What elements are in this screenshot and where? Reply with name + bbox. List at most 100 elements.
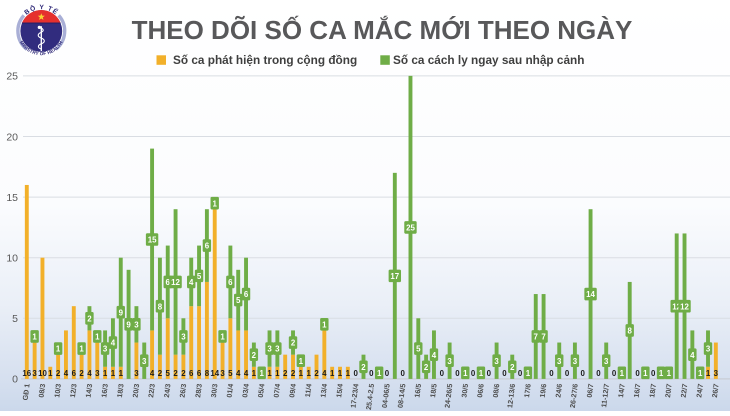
svg-text:0: 0: [385, 369, 390, 378]
svg-text:1: 1: [526, 369, 531, 378]
svg-text:5: 5: [228, 369, 233, 378]
svg-text:3: 3: [573, 357, 578, 366]
svg-text:8: 8: [628, 327, 633, 336]
svg-text:22/3: 22/3: [146, 383, 157, 398]
svg-text:2: 2: [173, 369, 178, 378]
svg-text:04-06/5: 04-06/5: [380, 383, 392, 408]
svg-text:20/7: 20/7: [663, 383, 674, 398]
svg-text:4: 4: [322, 369, 327, 378]
svg-text:1: 1: [667, 369, 672, 378]
svg-text:4: 4: [189, 278, 194, 287]
svg-text:1: 1: [260, 369, 265, 378]
svg-text:11/4: 11/4: [303, 383, 314, 398]
svg-text:1: 1: [620, 369, 625, 378]
svg-text:1: 1: [338, 369, 343, 378]
svg-text:1: 1: [330, 369, 335, 378]
svg-text:08-14/5: 08-14/5: [396, 383, 408, 408]
svg-text:0: 0: [635, 369, 640, 378]
svg-text:7: 7: [541, 333, 546, 342]
svg-text:1: 1: [213, 199, 218, 208]
svg-text:2: 2: [181, 369, 186, 378]
svg-text:1: 1: [48, 369, 53, 378]
svg-text:22/7: 22/7: [679, 383, 690, 398]
svg-text:2: 2: [424, 363, 429, 372]
svg-text:24-26/5: 24-26/5: [442, 383, 454, 408]
svg-text:5: 5: [12, 313, 18, 325]
svg-text:1: 1: [32, 333, 37, 342]
svg-text:30/3: 30/3: [209, 383, 220, 398]
svg-text:07/4: 07/4: [272, 383, 283, 398]
svg-text:24/6: 24/6: [553, 383, 564, 398]
svg-text:14/3: 14/3: [84, 383, 95, 398]
svg-text:12: 12: [171, 278, 180, 287]
svg-text:3: 3: [604, 357, 609, 366]
svg-text:25: 25: [6, 71, 18, 83]
svg-text:3: 3: [714, 369, 719, 378]
svg-text:0: 0: [455, 369, 460, 378]
svg-text:5: 5: [236, 296, 241, 305]
svg-text:26/3: 26/3: [178, 383, 189, 398]
svg-text:1: 1: [79, 345, 84, 354]
svg-text:6: 6: [205, 242, 210, 251]
svg-text:6: 6: [166, 278, 171, 287]
svg-text:24/3: 24/3: [162, 383, 173, 398]
svg-text:9: 9: [119, 308, 124, 317]
svg-text:1: 1: [267, 369, 272, 378]
svg-text:5: 5: [416, 345, 421, 354]
svg-text:12: 12: [672, 302, 681, 311]
svg-text:6: 6: [189, 369, 194, 378]
svg-text:Số ca cách ly ngay sau nhập cả: Số ca cách ly ngay sau nhập cảnh: [393, 53, 584, 67]
svg-text:2: 2: [56, 369, 61, 378]
svg-text:4: 4: [64, 369, 69, 378]
svg-text:6: 6: [72, 369, 77, 378]
svg-text:3: 3: [95, 369, 100, 378]
svg-text:12/3: 12/3: [68, 383, 79, 398]
svg-text:8: 8: [158, 302, 163, 311]
svg-text:3: 3: [32, 369, 37, 378]
svg-text:1: 1: [275, 369, 280, 378]
svg-text:2: 2: [291, 339, 296, 348]
svg-text:4: 4: [87, 369, 92, 378]
svg-text:14: 14: [586, 290, 595, 299]
svg-text:8: 8: [205, 369, 210, 378]
svg-text:2: 2: [283, 369, 288, 378]
svg-text:6: 6: [197, 369, 202, 378]
svg-text:3: 3: [557, 357, 562, 366]
svg-text:17: 17: [390, 272, 399, 281]
svg-text:1: 1: [377, 369, 382, 378]
svg-text:1: 1: [479, 369, 484, 378]
svg-text:16/7: 16/7: [632, 383, 643, 398]
svg-text:1: 1: [643, 369, 648, 378]
svg-text:2: 2: [87, 314, 92, 323]
svg-text:10/3: 10/3: [52, 383, 63, 398]
svg-text:15/4: 15/4: [334, 383, 345, 398]
svg-text:06/6: 06/6: [475, 383, 486, 398]
svg-text:1: 1: [252, 369, 257, 378]
svg-text:13/4: 13/4: [318, 383, 329, 398]
svg-text:19/6: 19/6: [538, 383, 549, 398]
svg-text:7: 7: [534, 333, 539, 342]
svg-text:16/3: 16/3: [99, 383, 110, 398]
svg-text:14: 14: [210, 369, 219, 378]
svg-text:3: 3: [494, 357, 499, 366]
svg-text:08/3: 08/3: [37, 383, 48, 398]
svg-text:4: 4: [150, 369, 155, 378]
svg-text:2: 2: [158, 369, 163, 378]
svg-text:0: 0: [612, 369, 617, 378]
svg-text:01/4: 01/4: [225, 383, 236, 398]
svg-text:1: 1: [103, 369, 108, 378]
svg-text:THEO DÕI SỐ CA MẮC MỚI THEO NG: THEO DÕI SỐ CA MẮC MỚI THEO NGÀY: [132, 15, 633, 45]
svg-text:06/7: 06/7: [585, 383, 596, 398]
svg-text:2: 2: [252, 351, 257, 360]
svg-text:3: 3: [447, 357, 452, 366]
svg-text:1: 1: [659, 369, 664, 378]
svg-text:4: 4: [690, 351, 695, 360]
svg-text:24/7: 24/7: [694, 383, 705, 398]
svg-text:15: 15: [148, 236, 157, 245]
svg-text:0: 0: [369, 369, 374, 378]
svg-text:26-27/6: 26-27/6: [568, 383, 580, 408]
svg-text:3: 3: [134, 369, 139, 378]
svg-text:18/5: 18/5: [428, 383, 439, 398]
svg-text:1: 1: [706, 369, 711, 378]
svg-text:1: 1: [322, 320, 327, 329]
